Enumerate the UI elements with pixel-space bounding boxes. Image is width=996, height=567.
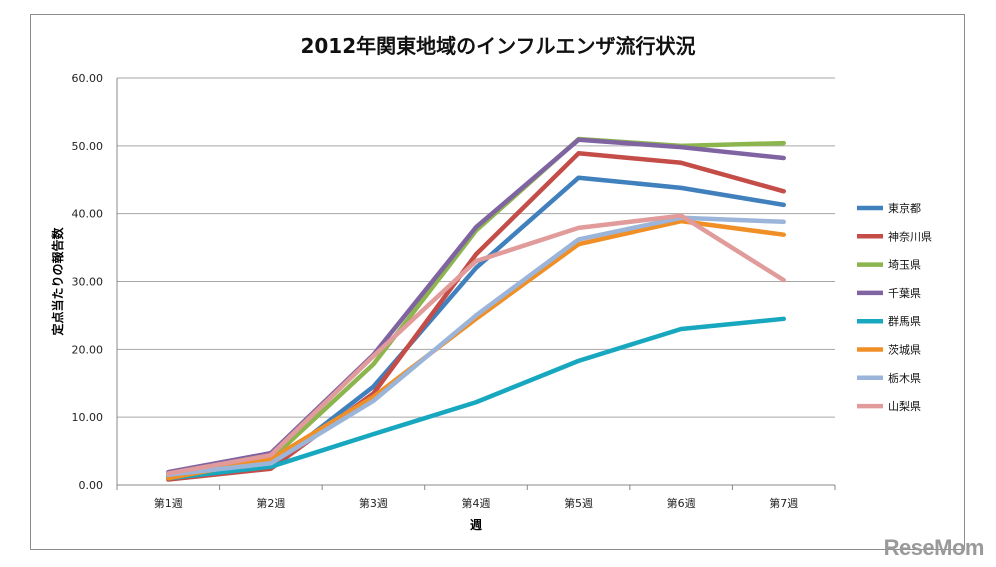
x-tick-label: 第2週 xyxy=(256,496,285,510)
y-tick-label: 50.00 xyxy=(72,140,104,153)
legend-label: 埼玉県 xyxy=(888,258,921,272)
chart-frame xyxy=(30,14,965,550)
legend-label: 神奈川県 xyxy=(888,229,932,243)
y-tick-label: 0.00 xyxy=(79,479,104,492)
x-tick-label: 第6週 xyxy=(667,496,696,510)
legend-label: 栃木県 xyxy=(888,371,921,385)
chart-title: 2012年関東地域のインフルエンザ流行状況 xyxy=(300,34,696,58)
legend-label: 茨城県 xyxy=(888,343,921,357)
y-tick-label: 20.00 xyxy=(72,343,104,356)
x-tick-label: 第3週 xyxy=(359,496,388,510)
resemom-logo: ReseMom xyxy=(883,535,985,560)
x-tick-label: 第5週 xyxy=(564,496,593,510)
x-axis-label: 週 xyxy=(470,517,482,532)
legend-label: 山梨県 xyxy=(888,399,921,413)
x-tick-label: 第7週 xyxy=(769,496,798,510)
x-tick-label: 第1週 xyxy=(154,496,183,510)
legend-label: 千葉県 xyxy=(888,286,921,300)
legend-label: 群馬県 xyxy=(888,314,921,328)
y-tick-label: 40.00 xyxy=(72,208,104,221)
y-tick-label: 30.00 xyxy=(72,276,104,289)
y-axis-label: 定点当たりの報告数 xyxy=(50,227,65,336)
x-tick-label: 第4週 xyxy=(462,496,491,510)
legend-label: 東京都 xyxy=(888,201,921,215)
y-tick-label: 60.00 xyxy=(72,72,104,85)
y-tick-label: 10.00 xyxy=(72,411,104,424)
